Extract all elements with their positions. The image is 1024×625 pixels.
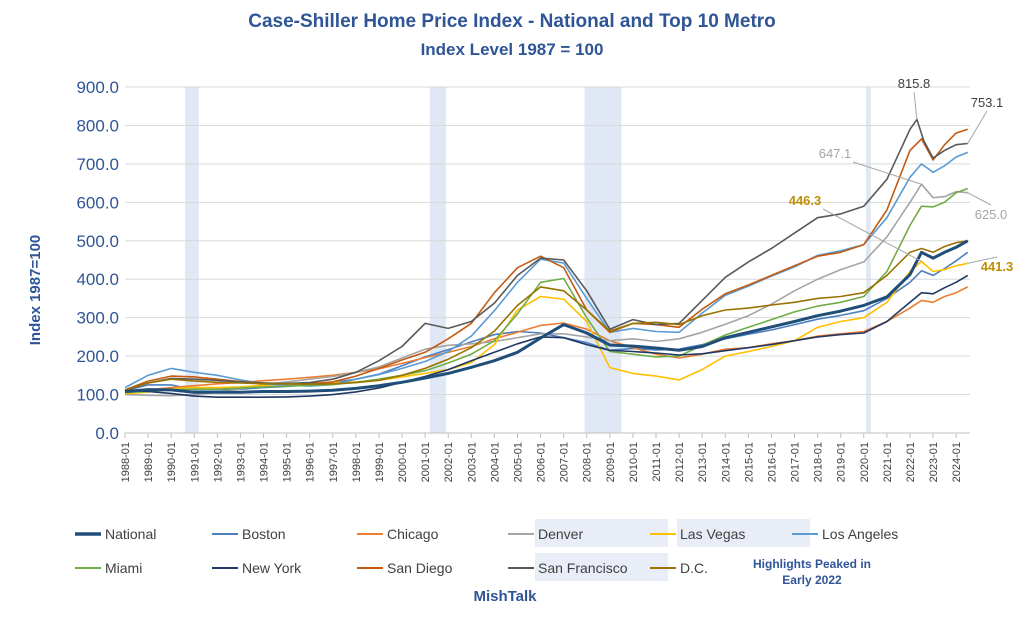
- legend-label-new-york: New York: [242, 560, 302, 576]
- x-tick-label: 2007-01: [559, 442, 571, 482]
- annotations: 815.8 753.1 647.1 625.0 446.3 441.3: [789, 76, 1014, 274]
- legend-label-miami: Miami: [105, 560, 142, 576]
- legend-highlight: [535, 553, 668, 581]
- annotation-leader: [852, 161, 922, 185]
- legend-label-los-angeles: Los Angeles: [822, 526, 898, 542]
- x-tick-label: 1995-01: [282, 442, 294, 482]
- highlight-note-line-2: Early 2022: [782, 573, 842, 587]
- legend-label-san-diego: San Diego: [387, 560, 453, 576]
- annotation-leader: [967, 192, 992, 206]
- annotation-label: 753.1: [971, 95, 1004, 110]
- footer-brand: MishTalk: [473, 588, 537, 605]
- x-tick-label: 2008-01: [582, 442, 594, 482]
- x-tick-label: 1996-01: [305, 442, 317, 482]
- annotation-label: 441.3: [981, 259, 1014, 274]
- x-tick-label: 2006-01: [536, 442, 548, 482]
- annotation-label: 815.8: [898, 76, 931, 91]
- y-tick-label: 900.0: [76, 78, 119, 97]
- y-axis-label: Index 1987=100: [27, 235, 44, 346]
- x-tick-label: 2014-01: [720, 442, 732, 482]
- legend-label-denver: Denver: [538, 526, 583, 542]
- annotation-leader: [967, 110, 988, 144]
- recession-band: [584, 87, 622, 433]
- y-tick-label: 700.0: [76, 155, 119, 174]
- y-tick-label: 0.0: [95, 424, 119, 443]
- x-tick-label: 1991-01: [189, 442, 201, 482]
- y-axis-ticks: 0.0 100.0 200.0 300.0 400.0 500.0 600.0 700.0 80…: [76, 78, 119, 443]
- x-tick-label: 2024-01: [951, 442, 963, 482]
- x-tick-label: 1993-01: [235, 442, 247, 482]
- legend-label-d-c: D.C.: [680, 560, 708, 576]
- x-tick-label: 2000-01: [397, 442, 409, 482]
- x-tick-label: 1997-01: [328, 442, 340, 482]
- legend-label-chicago: Chicago: [387, 526, 439, 542]
- x-tick-label: 1988-01: [120, 442, 132, 482]
- x-tick-label: 2022-01: [905, 442, 917, 482]
- x-tick-label: 2009-01: [605, 442, 617, 482]
- x-tick-label: 2013-01: [697, 442, 709, 482]
- x-tick-label: 2021-01: [882, 442, 894, 482]
- y-tick-label: 300.0: [76, 309, 119, 328]
- x-tick-label: 1994-01: [259, 442, 271, 482]
- x-tick-label: 2012-01: [674, 442, 686, 482]
- series-line-d-c: [124, 240, 968, 391]
- y-tick-label: 400.0: [76, 270, 119, 289]
- x-tick-label: 2015-01: [743, 442, 755, 482]
- y-tick-label: 800.0: [76, 116, 119, 135]
- legend-label-boston: Boston: [242, 526, 286, 542]
- y-tick-label: 200.0: [76, 347, 119, 366]
- recession-band: [185, 87, 199, 433]
- annotation-label: 647.1: [819, 146, 852, 161]
- x-tick-label: 2023-01: [928, 442, 940, 482]
- legend-label-san-francisco: San Francisco: [538, 560, 628, 576]
- x-tick-label: 2001-01: [420, 442, 432, 482]
- y-tick-label: 600.0: [76, 193, 119, 212]
- y-tick-label: 500.0: [76, 232, 119, 251]
- x-tick-label: 2011-01: [651, 442, 663, 482]
- series-line-national: [124, 239, 969, 394]
- x-tick-label: 1990-01: [166, 442, 178, 482]
- annotation-leader: [967, 256, 998, 264]
- recession-band: [429, 87, 446, 433]
- chart-subtitle: Index Level 1987 = 100: [421, 40, 604, 59]
- x-tick-label: 2003-01: [466, 442, 478, 482]
- annotation-label: 625.0: [975, 207, 1008, 222]
- highlight-note-line-1: Highlights Peaked in: [753, 557, 871, 571]
- annotation-leader: [913, 91, 918, 120]
- recession-band: [866, 87, 871, 433]
- x-axis-ticks: 1988-01 1989-01 1990-01 1991-01 1992-01 1993-…: [120, 433, 963, 482]
- x-tick-label: 2017-01: [790, 442, 802, 482]
- x-tick-label: 1998-01: [351, 442, 363, 482]
- x-tick-label: 2019-01: [836, 442, 848, 482]
- series-line-new-york: [124, 274, 969, 398]
- x-tick-label: 2002-01: [443, 442, 455, 482]
- annotation-label: 446.3: [789, 193, 822, 208]
- y-tick-label: 100.0: [76, 386, 119, 405]
- x-tick-label: 2005-01: [512, 442, 524, 482]
- series-lines: [124, 118, 969, 398]
- chart-title: Case-Shiller Home Price Index - National…: [248, 11, 776, 32]
- legend-highlight: [677, 519, 810, 547]
- legend: National Boston Chicago Denver Las Vegas Los …: [75, 519, 898, 581]
- x-tick-label: 2016-01: [766, 442, 778, 482]
- x-tick-label: 2018-01: [813, 442, 825, 482]
- x-tick-label: 2004-01: [489, 442, 501, 482]
- legend-highlight: [535, 519, 668, 547]
- x-tick-label: 1992-01: [212, 442, 224, 482]
- x-tick-label: 2010-01: [628, 442, 640, 482]
- annotation-leader: [822, 208, 922, 262]
- x-tick-label: 1999-01: [374, 442, 386, 482]
- x-tick-label: 1989-01: [143, 442, 155, 482]
- x-tick-label: 2020-01: [859, 442, 871, 482]
- legend-label-las-vegas: Las Vegas: [680, 526, 745, 542]
- legend-label-national: National: [105, 526, 156, 542]
